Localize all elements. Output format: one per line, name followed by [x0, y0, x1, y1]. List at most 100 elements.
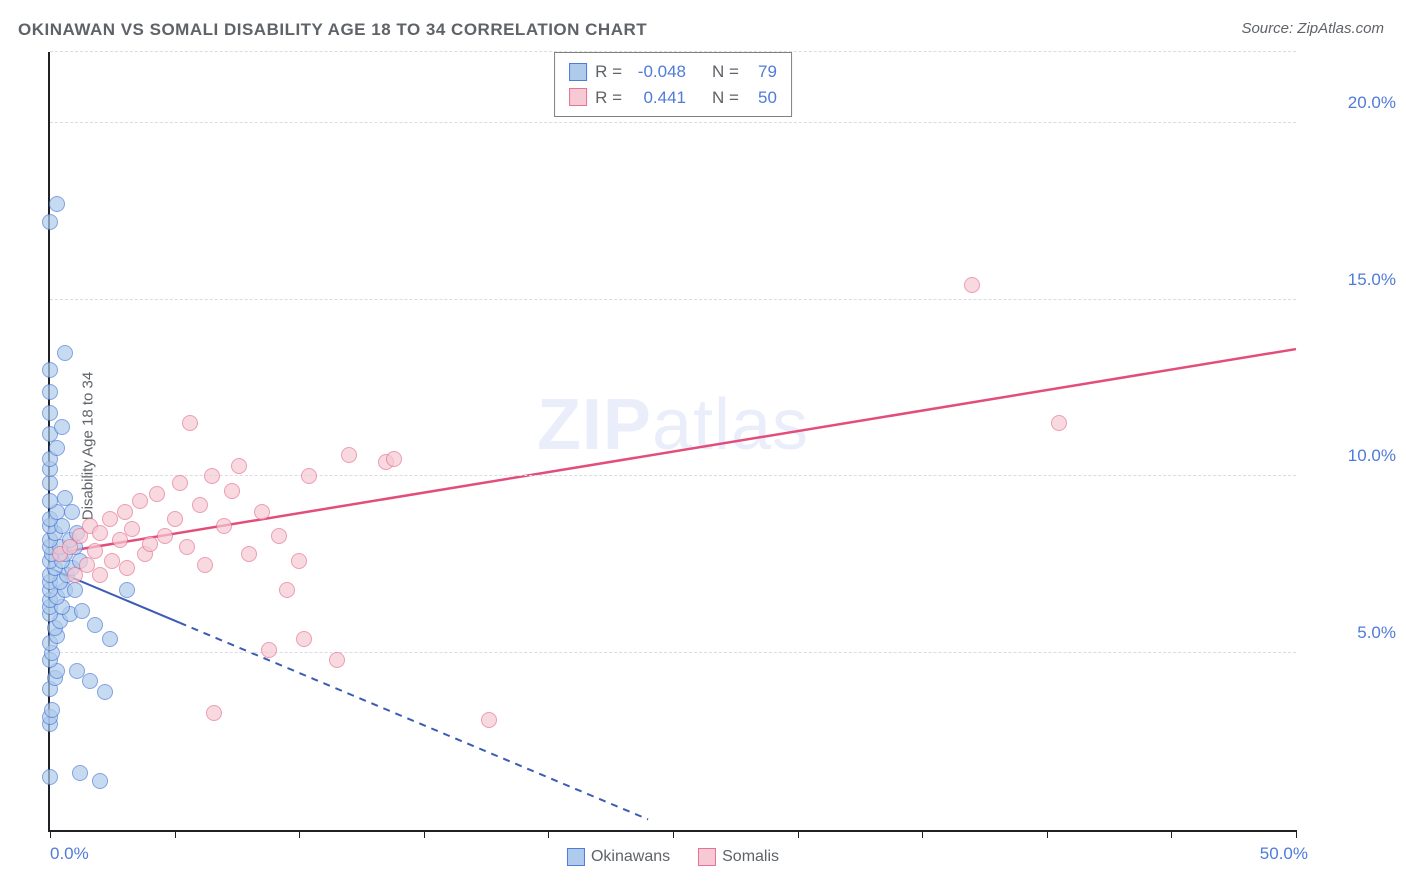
- gridline-h: [50, 51, 1296, 52]
- scatter-point-okinawans: [42, 493, 58, 509]
- scatter-point-okinawans: [82, 673, 98, 689]
- scatter-point-somalis: [296, 631, 312, 647]
- x-tick: [548, 830, 549, 838]
- scatter-point-somalis: [206, 705, 222, 721]
- scatter-point-okinawans: [92, 773, 108, 789]
- scatter-point-okinawans: [57, 345, 73, 361]
- scatter-point-okinawans: [42, 214, 58, 230]
- gridline-h: [50, 652, 1296, 653]
- scatter-point-okinawans: [64, 504, 80, 520]
- scatter-point-somalis: [179, 539, 195, 555]
- scatter-point-somalis: [149, 486, 165, 502]
- scatter-point-somalis: [261, 642, 277, 658]
- scatter-point-somalis: [117, 504, 133, 520]
- scatter-point-okinawans: [42, 362, 58, 378]
- scatter-point-somalis: [1051, 415, 1067, 431]
- scatter-point-somalis: [231, 458, 247, 474]
- scatter-point-okinawans: [72, 765, 88, 781]
- scatter-point-somalis: [204, 468, 220, 484]
- scatter-point-somalis: [157, 528, 173, 544]
- legend-n-value: 50: [747, 85, 777, 111]
- plot-area: ZIPatlas R =-0.048N =79R =0.441N =50 Oki…: [48, 52, 1296, 832]
- watermark-light: atlas: [652, 385, 809, 465]
- legend-item-okinawans: Okinawans: [567, 848, 670, 866]
- scatter-point-somalis: [224, 483, 240, 499]
- gridline-h: [50, 475, 1296, 476]
- legend-r-label: R =: [595, 85, 622, 111]
- legend-swatch-icon: [569, 63, 587, 81]
- legend-n-value: 79: [747, 59, 777, 85]
- x-tick: [299, 830, 300, 838]
- scatter-point-somalis: [197, 557, 213, 573]
- scatter-point-somalis: [142, 536, 158, 552]
- trend-line-somalis: [50, 349, 1296, 554]
- scatter-point-somalis: [104, 553, 120, 569]
- chart-container: OKINAWAN VS SOMALI DISABILITY AGE 18 TO …: [0, 0, 1406, 892]
- legend-n-label: N =: [712, 85, 739, 111]
- scatter-point-somalis: [279, 582, 295, 598]
- scatter-point-somalis: [341, 447, 357, 463]
- gridline-h: [50, 122, 1296, 123]
- scatter-point-somalis: [102, 511, 118, 527]
- x-tick: [1171, 830, 1172, 838]
- watermark: ZIPatlas: [537, 384, 809, 466]
- x-tick-label: 0.0%: [50, 844, 89, 864]
- x-tick: [673, 830, 674, 838]
- source-attribution: Source: ZipAtlas.com: [1241, 20, 1384, 37]
- scatter-point-okinawans: [67, 582, 83, 598]
- scatter-point-somalis: [132, 493, 148, 509]
- y-tick-label: 5.0%: [1306, 623, 1396, 643]
- x-tick: [798, 830, 799, 838]
- scatter-point-somalis: [301, 468, 317, 484]
- scatter-point-okinawans: [87, 617, 103, 633]
- scatter-point-okinawans: [42, 475, 58, 491]
- scatter-point-somalis: [92, 525, 108, 541]
- scatter-point-okinawans: [119, 582, 135, 598]
- scatter-point-okinawans: [42, 384, 58, 400]
- x-tick: [1047, 830, 1048, 838]
- trend-lines: [50, 52, 1296, 830]
- legend-r-value: -0.048: [630, 59, 686, 85]
- x-tick: [922, 830, 923, 838]
- legend-row-okinawans: R =-0.048N =79: [569, 59, 777, 85]
- scatter-point-okinawans: [74, 603, 90, 619]
- scatter-point-okinawans: [42, 769, 58, 785]
- scatter-point-okinawans: [57, 490, 73, 506]
- y-tick-label: 10.0%: [1306, 446, 1396, 466]
- scatter-point-somalis: [192, 497, 208, 513]
- legend-swatch-icon: [698, 848, 716, 866]
- legend-series-label: Somalis: [722, 848, 779, 865]
- scatter-point-okinawans: [102, 631, 118, 647]
- scatter-point-somalis: [167, 511, 183, 527]
- x-tick: [175, 830, 176, 838]
- scatter-point-okinawans: [44, 702, 60, 718]
- scatter-point-okinawans: [97, 684, 113, 700]
- legend-row-somalis: R = 0.441 N = 50: [569, 85, 777, 111]
- scatter-point-somalis: [172, 475, 188, 491]
- scatter-point-somalis: [291, 553, 307, 569]
- scatter-point-okinawans: [54, 419, 70, 435]
- y-tick-label: 20.0%: [1306, 93, 1396, 113]
- x-tick: [1296, 830, 1297, 838]
- scatter-point-okinawans: [49, 440, 65, 456]
- legend-item-somalis: Somalis: [698, 848, 779, 866]
- scatter-point-somalis: [481, 712, 497, 728]
- y-tick-label: 15.0%: [1306, 270, 1396, 290]
- legend-series-label: Okinawans: [591, 848, 670, 865]
- x-tick-label: 50.0%: [1260, 844, 1308, 864]
- scatter-point-somalis: [329, 652, 345, 668]
- scatter-point-somalis: [241, 546, 257, 562]
- x-tick: [50, 830, 51, 838]
- chart-title: OKINAWAN VS SOMALI DISABILITY AGE 18 TO …: [18, 20, 647, 40]
- scatter-point-somalis: [386, 451, 402, 467]
- watermark-bold: ZIP: [537, 385, 652, 465]
- legend-r-value: 0.441: [630, 85, 686, 111]
- legend-n-label: N =: [712, 59, 739, 85]
- legend-swatch-icon: [569, 88, 587, 106]
- scatter-point-somalis: [182, 415, 198, 431]
- correlation-legend: R = -0.048 N = 79R = 0.441 N = 50: [554, 52, 792, 117]
- scatter-point-somalis: [964, 277, 980, 293]
- gridline-h: [50, 299, 1296, 300]
- legend-swatch-icon: [567, 848, 585, 866]
- scatter-point-somalis: [87, 543, 103, 559]
